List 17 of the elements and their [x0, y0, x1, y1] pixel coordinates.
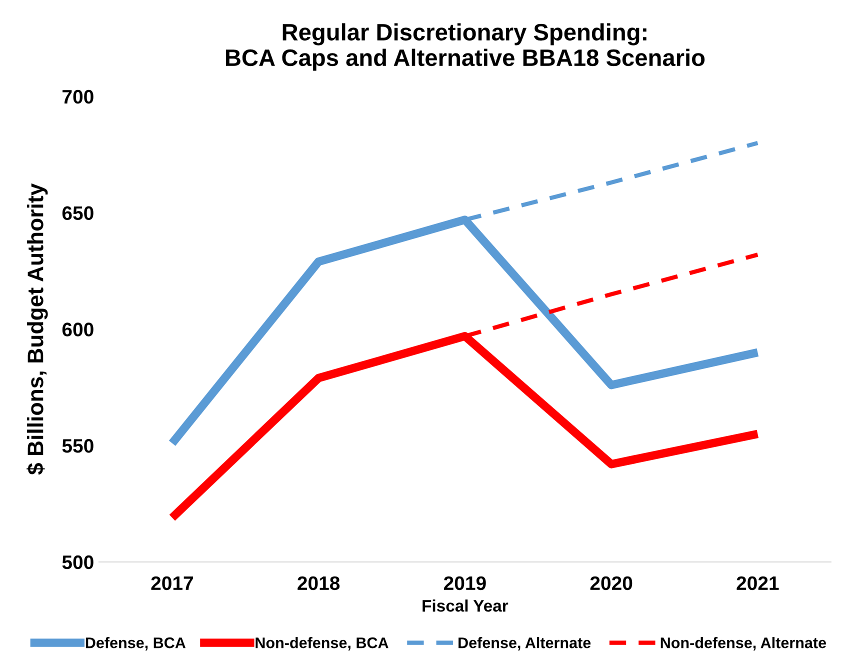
legend-label: Non-defense, BCA [256, 637, 388, 650]
y-axis-title: $ Billions, Budget Authority [26, 183, 48, 475]
x-tick-label: 2018 [298, 576, 340, 590]
legend-label: Defense, BCA [86, 637, 186, 650]
x-axis-title: Fiscal Year [422, 599, 508, 612]
y-tick-label: 650 [62, 206, 94, 220]
legend-label: Defense, Alternate [458, 637, 591, 650]
x-tick-label: 2019 [444, 576, 486, 590]
chart-title: Regular Discretionary Spending: BCA Caps and Alternative BBA18 Scenario [226, 23, 705, 71]
y-tick-label: 550 [62, 439, 94, 453]
y-tick-label: 500 [62, 555, 94, 570]
legend-label: Non-defense, Alternate [660, 637, 826, 650]
x-tick-label: 2020 [590, 576, 632, 590]
y-tick-label: 700 [62, 90, 94, 104]
y-tick-label: 600 [62, 322, 94, 336]
x-tick-label: 2017 [151, 576, 193, 590]
x-tick-label: 2021 [736, 576, 779, 590]
